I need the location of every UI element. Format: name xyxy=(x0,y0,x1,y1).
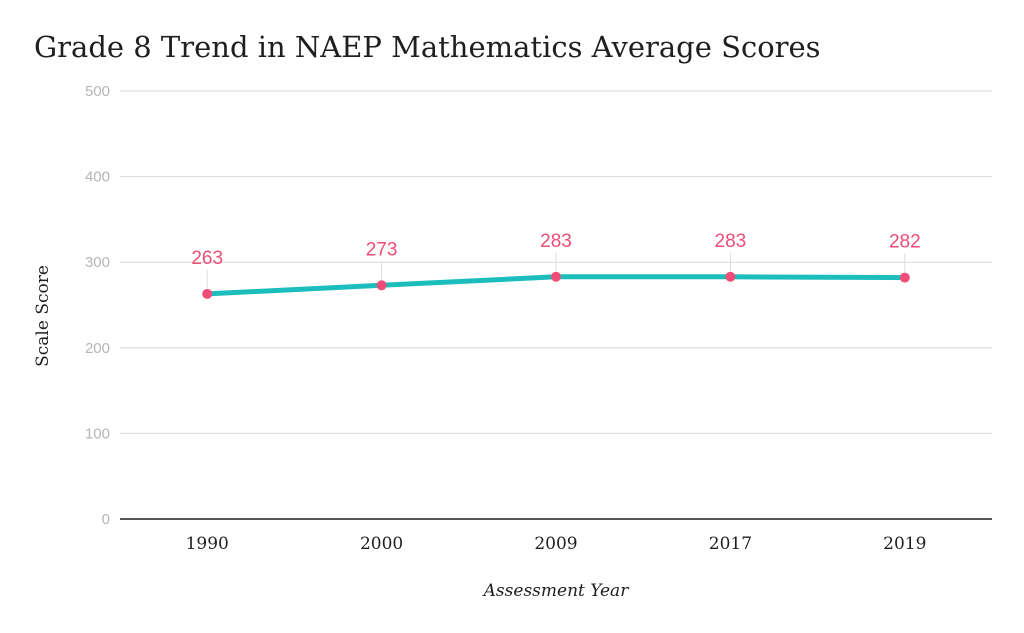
chart-title: Grade 8 Trend in NAEP Mathematics Averag… xyxy=(34,30,821,64)
y-tick-labels: 0 100 200 300 400 500 xyxy=(85,83,110,528)
y-tick-label: 100 xyxy=(85,425,110,442)
data-label: 283 xyxy=(715,231,747,252)
x-tick-labels: 1990 2000 2009 2017 2019 xyxy=(186,534,927,554)
data-point xyxy=(376,280,387,291)
data-label: 283 xyxy=(540,231,572,252)
y-tick-label: 400 xyxy=(85,169,110,186)
x-tick-label: 2017 xyxy=(709,534,752,554)
data-label: 263 xyxy=(191,248,223,269)
x-tick-label: 2009 xyxy=(534,534,577,554)
x-axis-label: Assessment Year xyxy=(482,581,630,601)
data-point xyxy=(202,288,213,299)
y-tick-label: 200 xyxy=(85,340,110,357)
y-tick-label: 300 xyxy=(85,254,110,271)
data-point xyxy=(551,271,561,282)
x-tick-label: 1990 xyxy=(186,534,229,554)
data-point xyxy=(899,272,910,283)
x-tick-label: 2000 xyxy=(360,534,403,554)
y-axis-label: Scale Score xyxy=(33,265,53,367)
label-leader-lines xyxy=(206,252,906,288)
x-tick-label: 2019 xyxy=(883,534,926,554)
data-label: 273 xyxy=(366,239,398,260)
y-tick-label: 0 xyxy=(102,511,110,528)
data-labels: 263 273 283 283 282 xyxy=(191,231,920,269)
data-point xyxy=(725,271,736,282)
data-points xyxy=(202,271,910,299)
y-tick-label: 500 xyxy=(85,83,110,100)
data-label: 282 xyxy=(889,232,921,253)
